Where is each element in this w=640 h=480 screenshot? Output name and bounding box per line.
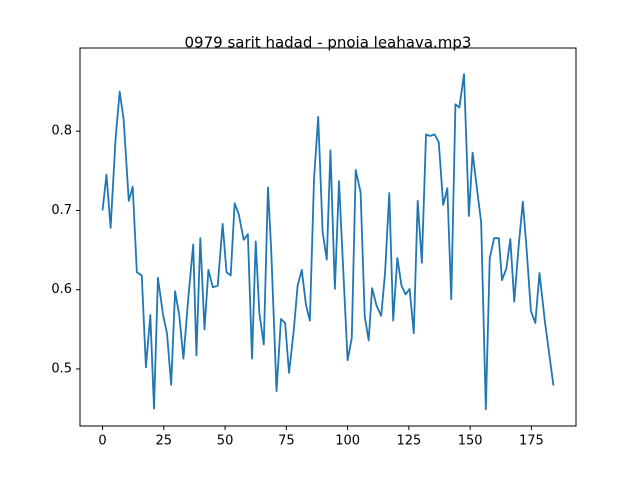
x-tick-label: 150	[458, 434, 483, 449]
y-tick-label: 0.6	[51, 282, 72, 297]
y-tick-label: 0.8	[51, 124, 72, 139]
plot-frame	[79, 47, 577, 427]
y-tick-label: 0.7	[51, 203, 72, 218]
x-tick-label: 100	[335, 434, 360, 449]
x-tick-label: 25	[156, 434, 173, 449]
line-series	[101, 73, 555, 411]
y-tick-label: 0.5	[51, 361, 72, 376]
x-tick-label: 50	[217, 434, 234, 449]
chart-title: 0979 sarit hadad - pnoia leahava.mp3	[185, 34, 472, 52]
x-tick-label: 175	[519, 434, 544, 449]
x-tick-label: 0	[98, 434, 106, 449]
x-tick-label: 125	[396, 434, 421, 449]
x-tick-label: 75	[278, 434, 295, 449]
